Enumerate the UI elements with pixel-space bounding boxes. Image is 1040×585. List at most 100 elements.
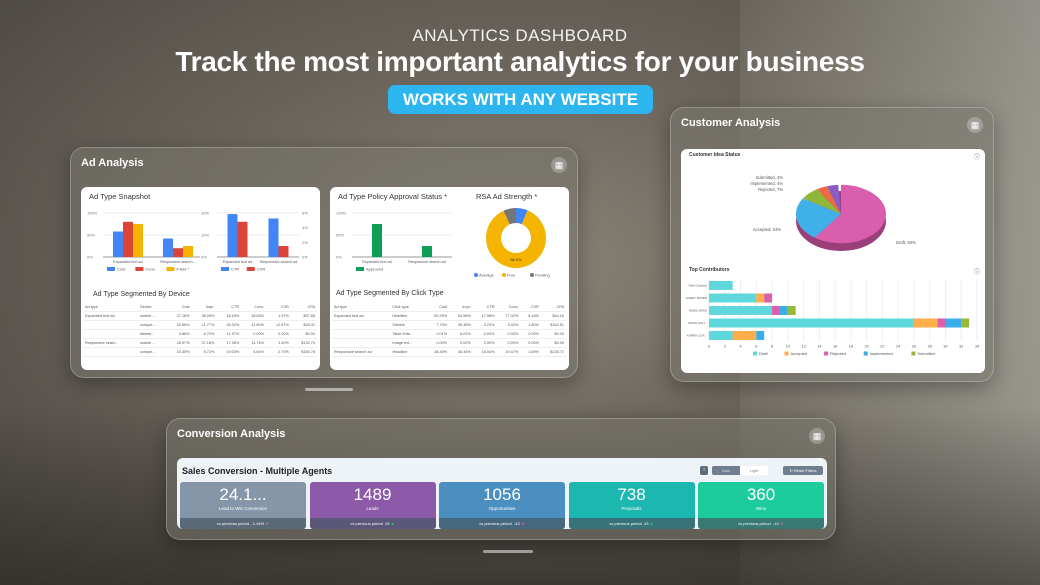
table-cell: 54.56% xyxy=(449,311,473,321)
legend-label: Implemented xyxy=(870,351,893,356)
pager[interactable] xyxy=(305,388,353,391)
table-cell: 6.16% xyxy=(520,311,542,321)
dashboard-icon[interactable]: ▦ xyxy=(967,117,983,133)
kpi-value: 24.1... xyxy=(219,485,267,504)
legend-swatch xyxy=(784,351,789,356)
table-cell: 16.04% xyxy=(472,347,497,357)
column-header: CVR xyxy=(520,303,542,312)
kpi-delta: vs previous period 29 ▲ xyxy=(309,518,436,529)
bar xyxy=(113,231,123,257)
policy-chart: 100% 50% 0% Expanded text ad Responsive sear… xyxy=(336,211,452,272)
panel-title: Ad Analysis xyxy=(81,157,144,169)
delta-label: vs previous period xyxy=(479,521,512,526)
table-cell xyxy=(332,329,391,339)
legend-label: # Ads * xyxy=(176,267,189,272)
toggle-light[interactable]: Light xyxy=(740,466,768,475)
table-cell xyxy=(332,338,391,348)
help-icon[interactable]: ⓘ xyxy=(973,155,980,161)
y-tick: 100% xyxy=(87,211,98,216)
x-tick: Responsive search... xyxy=(160,260,195,264)
x-tick: 24 xyxy=(896,345,900,349)
table-cell: 1.97% xyxy=(266,311,291,321)
info-button[interactable]: i xyxy=(700,466,708,475)
table-cell: 0.01% xyxy=(425,329,450,339)
table-header: Ad type Click type Cost Impr. CTR Conv. CVR CPA xyxy=(332,303,566,312)
kpi-card[interactable]: 24.1... Lead to Win Conversion vs previous… xyxy=(180,482,306,529)
theme-toggle[interactable]: Dark Light xyxy=(712,466,768,475)
headline: Track the most important analytics for y… xyxy=(175,46,865,77)
dashboard-icon[interactable]: ▦ xyxy=(551,157,567,173)
bar-segment xyxy=(732,331,757,340)
table-cell: $97.66 xyxy=(290,311,317,321)
kpi-card[interactable]: 1056 Opportunities vs previous period -43 … xyxy=(439,482,565,529)
y-tick-right: 6% xyxy=(302,211,308,216)
table-cell: 7.70% xyxy=(425,320,450,330)
table-cell: tablets... xyxy=(137,329,167,339)
y-tick: 10% xyxy=(201,233,209,238)
snapshot-chart-cost-conv: 100% 50% 0% Expanded text ad Responsive sear… xyxy=(87,211,200,272)
kpi-card[interactable]: 1489 Leads vs previous period 29 ▲ xyxy=(309,482,436,529)
x-tick: 0 xyxy=(708,345,710,349)
table-cell: Expanded text ad xyxy=(332,311,391,321)
kpi-value: 738 xyxy=(617,485,646,504)
table-cell: mobile ... xyxy=(137,311,167,321)
kpi-card[interactable]: 360 Wins vs previous period -14 ▼ xyxy=(698,482,824,529)
kpi-card[interactable]: 738 Proposals vs previous period 43 ▲ xyxy=(568,482,695,529)
table-cell: 6.70% xyxy=(191,329,217,339)
y-tick: HARRY BAKER xyxy=(686,296,708,300)
legend-label: Pending xyxy=(535,273,550,278)
table-cell xyxy=(332,320,391,330)
table-cell: comput... xyxy=(137,347,167,357)
kpi-delta: vs previous period -14 ▼ xyxy=(698,518,824,529)
table-cell: 10.35% xyxy=(166,347,192,357)
delta-value: -1.44% xyxy=(251,521,265,526)
delta-value: -43 xyxy=(513,521,520,526)
x-tick: 2 xyxy=(724,345,726,349)
kpi-value: 1056 xyxy=(483,485,521,504)
y-tick: 50% xyxy=(336,233,344,238)
table-cell: 26.32% xyxy=(216,320,242,330)
table-cell: 4.86% xyxy=(166,329,192,339)
bar-segment xyxy=(913,318,938,328)
snapshot-chart-ctr-cvr: 20% 10% 0% 6% 4% 2% 0% Expanded text ad Responsi… xyxy=(201,211,308,272)
arrow-down-icon: ▼ xyxy=(520,521,525,526)
legend-dot xyxy=(530,273,534,277)
y-tick: NADIA JEWS xyxy=(689,309,707,313)
table-cell: Table Exte... xyxy=(390,329,426,339)
x-tick: Responsive search ad xyxy=(408,260,446,264)
bar xyxy=(123,221,133,257)
table-cell: Responsive search ad xyxy=(332,347,391,357)
legend-label: Approved xyxy=(366,267,383,272)
table-cell: 0.00% xyxy=(425,338,450,348)
pie-label: Submitted, 4% xyxy=(756,175,784,180)
help-icon[interactable]: ⓘ xyxy=(973,270,980,276)
table-cell: 18.63% xyxy=(216,311,242,321)
kpi-delta: vs previous period -1.44% ▼ xyxy=(180,518,306,529)
table-cell: 1.80% xyxy=(520,320,542,330)
reset-filters-button[interactable]: ↻ Reset Filters xyxy=(783,466,823,475)
card-title: Customer Idea Status xyxy=(689,152,741,158)
column-header: CPA xyxy=(290,303,317,312)
pager[interactable] xyxy=(483,550,533,553)
y-tick: 0% xyxy=(201,255,207,260)
y-tick: KEVIN SCH... xyxy=(688,321,707,325)
toggle-dark[interactable]: Dark xyxy=(721,468,731,473)
table-cell: 45.44% xyxy=(449,347,473,357)
idea-status-pie: Draft, 60% Accepted, 24% Rejected, 7%Imple… xyxy=(750,175,916,251)
table-cell: Responsive searc... xyxy=(83,338,138,348)
bar xyxy=(237,221,248,257)
legend-swatch xyxy=(135,267,144,271)
table-cell: 3.42% xyxy=(496,320,521,330)
delta-value: -14 xyxy=(772,521,779,526)
legend-swatch xyxy=(753,351,757,356)
y-tick: 50% xyxy=(87,233,95,238)
table-row: Responsive search ad Headline 38.30% 45.44%… xyxy=(332,347,566,357)
table-cell: 17.35% xyxy=(216,338,242,348)
bar-segment xyxy=(961,318,970,328)
dashboard-icon[interactable]: ▦ xyxy=(809,428,825,444)
legend-label: Average xyxy=(479,273,495,278)
bar xyxy=(278,246,289,257)
table-cell xyxy=(83,329,138,339)
table-cell: Headline xyxy=(390,347,426,357)
y-tick: 100% xyxy=(336,211,347,216)
